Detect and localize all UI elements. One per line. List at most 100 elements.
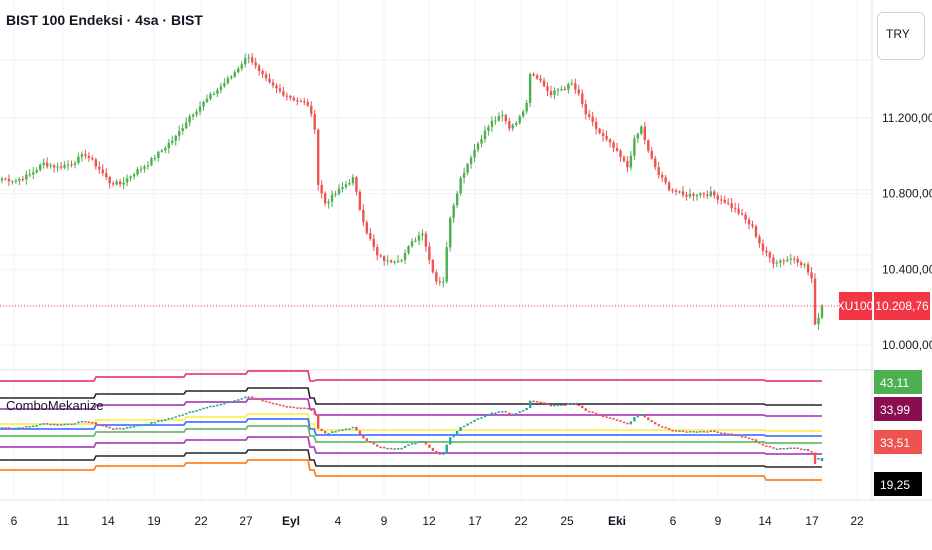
candle-body (240, 64, 243, 69)
candle (553, 87, 556, 100)
indicator-candle (435, 450, 438, 454)
indicator-name[interactable]: ComboMekanize (6, 398, 104, 413)
indicator-candle (205, 406, 209, 409)
candle-body (789, 258, 792, 260)
candle (257, 63, 261, 76)
candle-body (605, 135, 608, 140)
indicator-candle (660, 426, 664, 428)
candle-body (542, 80, 546, 87)
symbol-label: XU100 (837, 299, 874, 313)
candle (789, 253, 792, 266)
candle (584, 99, 587, 120)
candle-body (688, 193, 692, 197)
candle (702, 192, 706, 199)
candle (396, 255, 400, 263)
candle (740, 208, 744, 216)
candle (723, 195, 726, 205)
indicator-candle (730, 433, 733, 435)
candle-body (237, 68, 240, 73)
candle (393, 260, 396, 265)
indicator-candle (417, 441, 421, 444)
candle-body (570, 83, 574, 85)
candle (167, 138, 170, 154)
candle (720, 195, 723, 205)
indicator-value-badge (874, 370, 922, 394)
candle-body (428, 246, 431, 260)
candle (633, 135, 636, 161)
candle-body (473, 149, 476, 158)
candle-body (737, 208, 740, 214)
candle (209, 92, 212, 101)
candle-body (584, 103, 587, 115)
indicator-candle (796, 447, 799, 450)
candle (379, 253, 382, 258)
indicator-candle (431, 447, 435, 451)
candle (32, 166, 35, 180)
price-tick-label: 10.400,00 (882, 262, 932, 276)
candle-body (334, 193, 337, 195)
candle-body (518, 116, 521, 124)
candle-body (657, 167, 660, 176)
indicator-candle (581, 405, 584, 409)
candle (414, 237, 417, 243)
indicator-candle (414, 442, 417, 445)
indicator-candle (622, 421, 626, 424)
indicator-candle (553, 404, 556, 407)
candle (254, 57, 257, 69)
candle (389, 259, 393, 264)
candle-body (143, 166, 146, 169)
indicator-band-8 (0, 459, 822, 481)
indicator-candle (334, 431, 337, 433)
indicator-candle (532, 400, 535, 403)
candle (726, 198, 730, 206)
candle-body (744, 214, 747, 220)
indicator-candle (535, 400, 539, 403)
candle-body (184, 122, 188, 129)
currency-button[interactable]: TRY (877, 12, 925, 60)
candle-body (87, 155, 91, 158)
candle (171, 135, 174, 145)
candle-body (751, 224, 754, 227)
indicator-candle (223, 402, 226, 405)
candle (754, 224, 758, 239)
candle (428, 242, 431, 265)
time-tick-label: 9 (381, 514, 388, 528)
indicator-candle (678, 430, 681, 432)
indicator-candle (94, 422, 98, 425)
candle-body (125, 178, 129, 183)
candle (817, 312, 820, 330)
candle-body (803, 264, 806, 266)
candle-body (633, 138, 636, 156)
candle-body (73, 163, 77, 165)
candle-body (403, 252, 407, 261)
candle (588, 110, 591, 120)
price-axis[interactable]: 11.200,00 10.800,00 10.400,00 10.000,00 (882, 111, 932, 352)
candle-body (122, 182, 125, 185)
indicator-candle (42, 423, 45, 425)
candle (782, 258, 785, 266)
indicator-candle (591, 411, 594, 414)
indicator-candle (803, 448, 806, 451)
indicator-candle (619, 420, 622, 422)
indicator-candle (122, 428, 125, 430)
candle (320, 180, 323, 199)
candle-body (421, 233, 424, 236)
indicator-candle (501, 411, 504, 413)
candle-body (640, 126, 643, 134)
candle (435, 269, 438, 285)
candle (56, 162, 59, 173)
time-tick-label: Eki (608, 514, 626, 528)
indicator-candle (716, 431, 719, 433)
candle (654, 155, 657, 171)
candle (70, 160, 73, 168)
indicator-candle (313, 410, 316, 415)
time-axis[interactable]: 6 11 14 19 22 27 Eyl 4 9 12 17 22 25 Eki 6 9 14 17 22 (11, 514, 864, 528)
indicator-candle (518, 411, 521, 414)
candle (45, 157, 49, 169)
candle (806, 261, 810, 276)
price-tick-label: 10.800,00 (882, 187, 932, 201)
candle-body (164, 148, 167, 151)
candle (403, 249, 407, 264)
indicator-candle (230, 401, 233, 403)
